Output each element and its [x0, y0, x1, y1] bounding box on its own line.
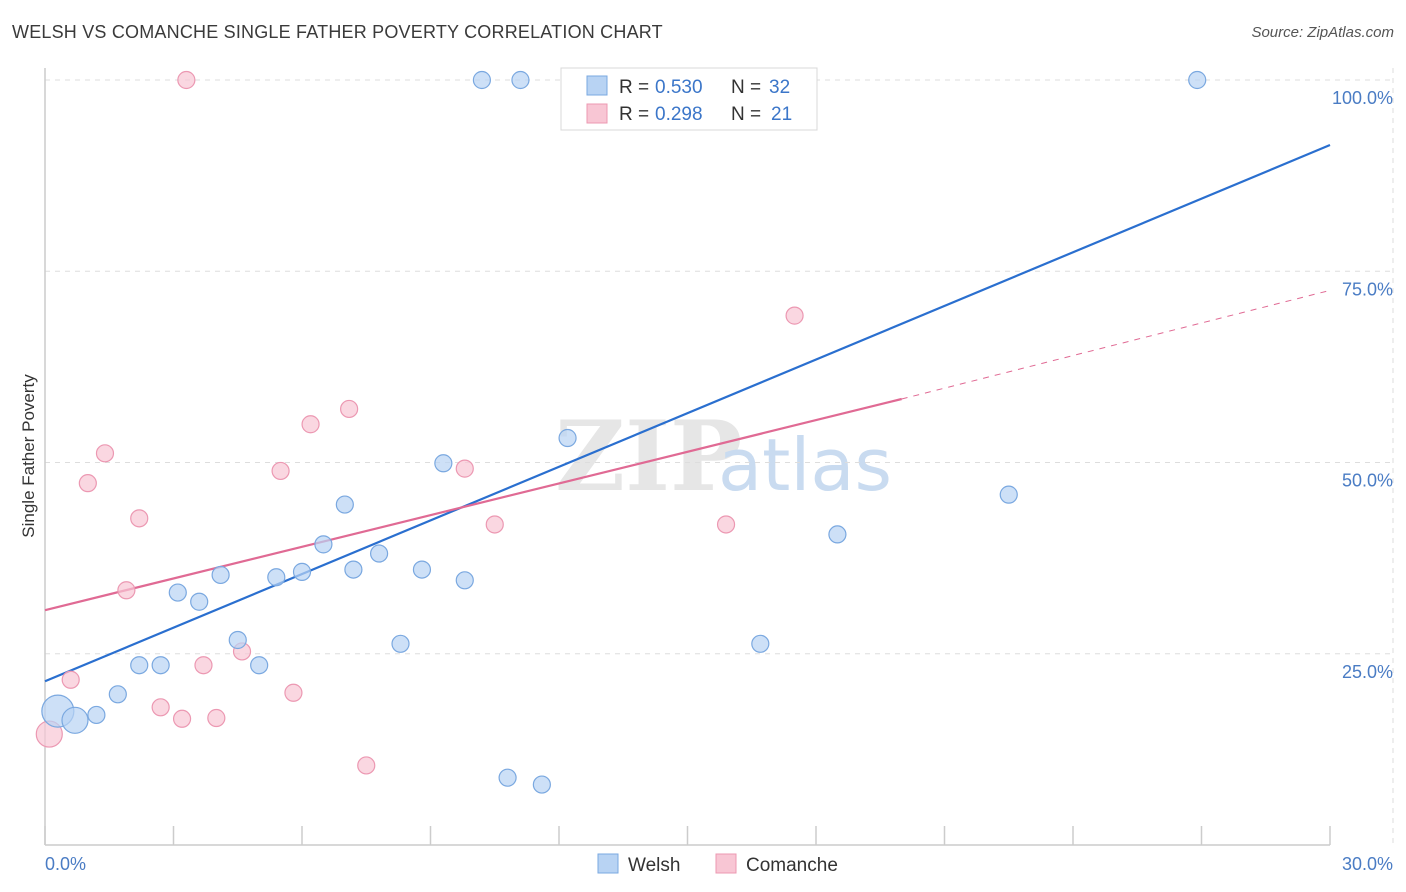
y-tick-label-1: 50.0% [1342, 471, 1393, 491]
comanche-point-17 [455, 459, 474, 478]
welsh-point-21 [472, 70, 491, 90]
comanche-point-7 [172, 709, 192, 728]
welsh-bottom-label: Welsh [628, 855, 680, 876]
chart-title: WELSH VS COMANCHE SINGLE FATHER POVERTY … [12, 22, 663, 42]
welsh-point-25 [558, 428, 577, 448]
welsh-point-3 [108, 685, 127, 704]
welsh-point-10 [250, 656, 269, 675]
comanche-trend-line [44, 397, 902, 612]
comanche-point-20 [785, 306, 804, 325]
welsh-point-7 [190, 592, 209, 611]
comanche-point-1 [61, 670, 80, 689]
comanche-legend-swatch [586, 103, 608, 124]
welsh-point-9 [228, 630, 247, 650]
comanche-n-label: N = [731, 104, 761, 125]
comanche-point-16 [357, 756, 376, 775]
welsh-point-12 [292, 562, 312, 581]
correlation-legend: R = 0.530 N = 32 R = 0.298 N = 21 [560, 67, 818, 131]
x-tick-labels: 0.0% 30.0% [45, 854, 1393, 874]
welsh-point-11 [267, 568, 286, 587]
welsh-point-13 [314, 535, 333, 554]
welsh-point-29 [828, 525, 847, 544]
series-legend: Welsh Comanche [597, 853, 838, 876]
welsh-point-6 [168, 583, 187, 602]
comanche-r-label: R = [619, 104, 649, 125]
welsh-trend-line [44, 144, 1331, 683]
comanche-trend-extension [901, 289, 1331, 400]
comanche-point-6 [151, 698, 170, 717]
welsh-r-value: 0.530 [655, 77, 703, 98]
welsh-point-1 [61, 706, 89, 734]
welsh-bottom-swatch [597, 853, 619, 874]
welsh-point-16 [370, 544, 389, 563]
comanche-point-15 [340, 399, 359, 419]
comanche-point-3 [95, 444, 115, 463]
comanche-point-2 [78, 474, 97, 493]
comanche-n-value: 21 [771, 104, 792, 125]
y-tick-labels: 25.0% 50.0% 75.0% 100.0% [1332, 88, 1393, 682]
comanche-bottom-label: Comanche [746, 855, 838, 876]
watermark: ZIP atlas [555, 400, 892, 513]
welsh-point-8 [211, 565, 230, 585]
x-tick-label-0: 0.0% [45, 854, 86, 874]
welsh-point-28 [751, 634, 770, 653]
data-points [35, 70, 1207, 794]
welsh-point-24 [532, 775, 551, 794]
comanche-point-8 [177, 70, 196, 90]
y-tick-label-2: 75.0% [1342, 279, 1393, 299]
welsh-point-20 [455, 571, 474, 590]
welsh-point-23 [511, 70, 530, 90]
watermark-atlas: atlas [718, 423, 892, 507]
y-axis-label: Single Father Poverty [19, 374, 38, 538]
welsh-n-label: N = [731, 77, 761, 98]
welsh-point-30 [999, 485, 1018, 504]
comanche-point-10 [207, 708, 226, 728]
welsh-point-15 [344, 560, 363, 579]
welsh-legend-swatch [586, 75, 608, 96]
x-tick-label-1: 30.0% [1342, 854, 1393, 874]
welsh-point-5 [151, 656, 170, 675]
welsh-n-value: 32 [769, 77, 790, 98]
welsh-point-4 [130, 656, 149, 675]
source-credit: Source: ZipAtlas.com [1251, 24, 1394, 41]
comanche-bottom-swatch [715, 853, 737, 874]
y-tick-label-3: 100.0% [1332, 88, 1393, 108]
comanche-point-9 [194, 656, 213, 675]
comanche-point-14 [301, 415, 320, 434]
comanche-point-5 [130, 509, 149, 528]
comanche-point-18 [485, 515, 504, 534]
welsh-point-18 [412, 560, 432, 579]
welsh-point-22 [498, 768, 517, 787]
comanche-point-13 [284, 683, 303, 702]
trend-lines [44, 144, 1331, 683]
welsh-point-31 [1188, 70, 1207, 90]
comanche-r-value: 0.298 [655, 104, 703, 125]
comanche-point-4 [117, 581, 136, 600]
welsh-point-2 [87, 705, 106, 725]
comanche-point-19 [716, 515, 736, 534]
welsh-point-19 [434, 454, 453, 473]
y-tick-label-0: 25.0% [1342, 662, 1393, 682]
welsh-r-label: R = [619, 77, 649, 98]
welsh-point-17 [391, 634, 410, 653]
comanche-point-12 [271, 461, 290, 481]
welsh-point-14 [335, 495, 354, 514]
